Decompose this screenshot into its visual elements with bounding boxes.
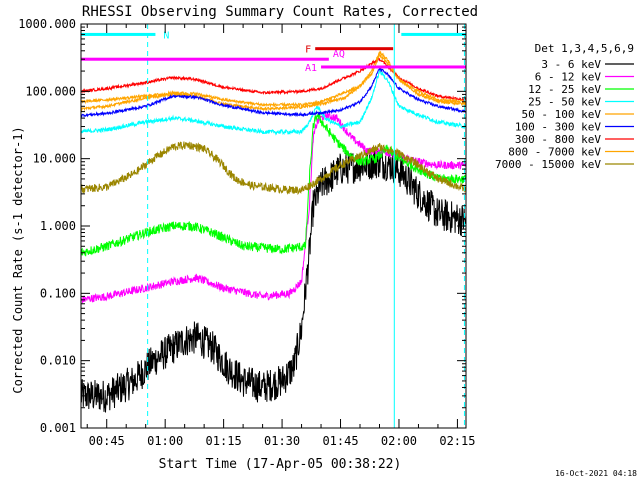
legend-label-8: 7000 - 15000 keV [495, 158, 601, 171]
chart-title: RHESSI Observing Summary Count Rates, Co… [82, 4, 478, 20]
y-tick-label: 10.000 [33, 152, 76, 166]
series-line-7 [80, 53, 467, 108]
x-tick-label: 01:45 [322, 434, 358, 448]
flag-label-aq: AQ [333, 49, 345, 60]
legend-label-7: 800 - 7000 keV [508, 146, 601, 159]
y-tick-label: 1.000 [40, 219, 76, 233]
flag-label-n: N [163, 30, 169, 41]
y-axis-label: Corrected Count Rate (s-1 detector-1) [11, 126, 25, 393]
x-axis-label: Start Time (17-Apr-05 00:38:22) [159, 457, 402, 472]
series-line-6 [80, 58, 467, 102]
flag-label-a1: A1 [305, 63, 317, 74]
y-tick-label: 0.010 [40, 354, 76, 368]
legend-label-1: 6 - 12 keV [535, 71, 602, 84]
series-line-3 [80, 68, 467, 136]
series-line-2 [80, 112, 467, 257]
x-tick-label: 01:15 [206, 434, 242, 448]
legend-label-5: 100 - 300 keV [515, 121, 601, 134]
flag-label-f: F [305, 45, 311, 56]
legend-label-6: 300 - 800 keV [515, 133, 601, 146]
y-tick-label: 0.001 [40, 421, 76, 435]
x-tick-label: 02:00 [381, 434, 417, 448]
legend-title: Det 1,3,4,5,6,9 [535, 42, 634, 55]
series-group [80, 50, 467, 413]
flag-bar-n-0 [81, 32, 156, 36]
series-line-5 [80, 66, 467, 118]
x-tick-label: 01:00 [147, 434, 183, 448]
legend-label-4: 50 - 100 keV [522, 108, 602, 121]
y-tick-label: 1000.000 [18, 17, 76, 31]
x-tick-label: 01:30 [264, 434, 300, 448]
flag-bar-a1-0 [321, 65, 466, 69]
flag-bar-n-1 [401, 32, 466, 36]
series-line-1 [80, 110, 467, 304]
x-tick-label: 02:15 [439, 434, 475, 448]
legend-label-3: 25 - 50 keV [528, 96, 601, 109]
legend-label-0: 3 - 6 keV [541, 58, 601, 71]
series-line-8 [80, 141, 467, 196]
footer-timestamp: 16-Oct-2021 04:18 [555, 469, 637, 478]
flag-bar-aq-0 [81, 57, 329, 61]
y-tick-label: 100.000 [25, 84, 76, 98]
series-line-0 [80, 149, 467, 413]
x-tick-label: 00:45 [89, 434, 125, 448]
legend-label-2: 12 - 25 keV [528, 83, 601, 96]
y-tick-label: 0.100 [40, 286, 76, 300]
flag-bar-f-0 [315, 47, 394, 51]
